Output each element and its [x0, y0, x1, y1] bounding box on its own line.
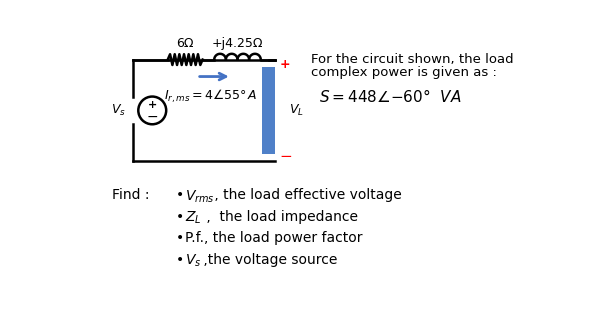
- Text: −: −: [147, 110, 158, 124]
- Text: $V_L$: $V_L$: [289, 103, 304, 118]
- Text: For the circuit shown, the load: For the circuit shown, the load: [311, 54, 514, 67]
- Text: $\mathit{V}_{rms}$: $\mathit{V}_{rms}$: [185, 188, 215, 204]
- Text: , the load effective voltage: , the load effective voltage: [210, 188, 401, 202]
- Text: •: •: [175, 210, 184, 224]
- Text: complex power is given as :: complex power is given as :: [311, 66, 497, 79]
- Text: −: −: [279, 149, 292, 164]
- Text: Find :: Find :: [112, 188, 150, 202]
- Bar: [263, 67, 274, 153]
- Text: $V_s$: $V_s$: [111, 103, 126, 118]
- Text: 6Ω: 6Ω: [176, 37, 194, 50]
- Text: $I_{r,ms}=4\angle55°\,A$: $I_{r,ms}=4\angle55°\,A$: [164, 87, 257, 105]
- Text: P.f., the load power factor: P.f., the load power factor: [185, 231, 362, 245]
- Text: •: •: [175, 253, 184, 267]
- Text: $S=448\angle{-60°}\ \ VA$: $S=448\angle{-60°}\ \ VA$: [319, 88, 462, 105]
- Text: ,the voltage source: ,the voltage source: [199, 253, 337, 267]
- Text: •: •: [175, 188, 184, 202]
- Text: $\mathit{V}_s$: $\mathit{V}_s$: [185, 253, 201, 269]
- Text: +: +: [279, 58, 290, 71]
- Text: •: •: [175, 231, 184, 245]
- Text: ,  the load impedance: , the load impedance: [202, 210, 358, 224]
- Text: +: +: [148, 100, 157, 110]
- Text: +j4.25Ω: +j4.25Ω: [212, 37, 263, 50]
- Text: $\mathit{Z}_L$: $\mathit{Z}_L$: [185, 210, 202, 226]
